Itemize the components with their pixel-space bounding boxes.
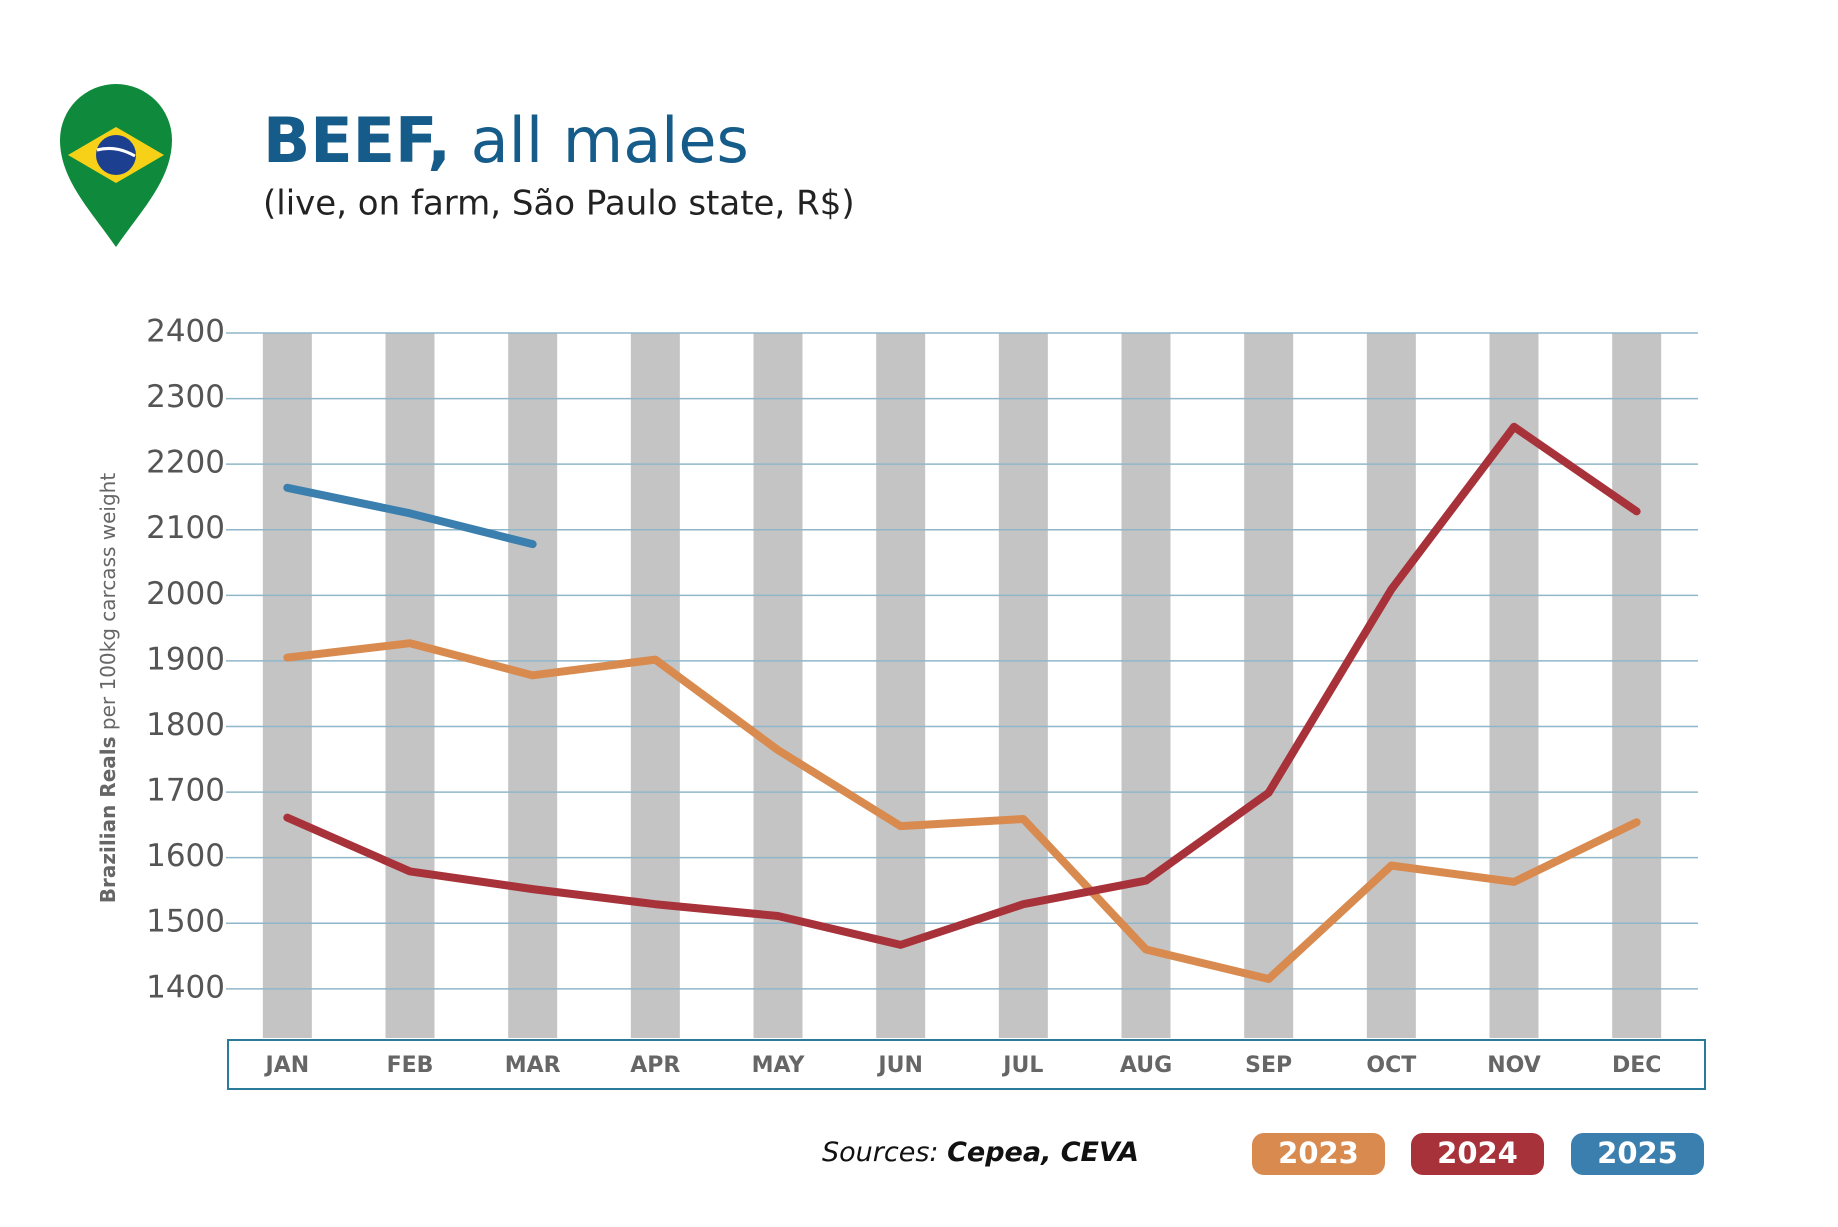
legend-item: 2023 <box>1252 1133 1385 1175</box>
column-band <box>1612 333 1662 1038</box>
legend-label: 2024 <box>1437 1136 1518 1170</box>
legend-swatch <box>1411 1133 1544 1175</box>
x-tick-label: JAN <box>264 1053 310 1078</box>
legend-item: 2025 <box>1571 1133 1704 1175</box>
x-tick-label: OCT <box>1366 1053 1416 1078</box>
column-band <box>876 333 926 1038</box>
column-band <box>1121 333 1171 1038</box>
y-label-rest: per 100kg carcass weight <box>96 473 120 730</box>
legend-label: 2023 <box>1278 1136 1359 1170</box>
column-band <box>630 333 680 1038</box>
y-axis-label: Brazilian Reals per 100kg carcass weight <box>96 473 120 904</box>
column-band <box>508 333 558 1038</box>
column-band <box>385 333 435 1038</box>
column-band <box>753 333 803 1038</box>
x-tick-label: NOV <box>1487 1053 1541 1078</box>
x-tick-label: JUL <box>1001 1053 1043 1078</box>
subtitle: (live, on farm, São Paulo state, R$) <box>263 184 855 224</box>
x-tick-label: SEP <box>1245 1053 1292 1078</box>
sources-label: Sources: <box>822 1137 939 1168</box>
y-tick-label: 1600 <box>146 838 225 874</box>
column-band <box>1244 333 1294 1038</box>
series-line <box>283 483 537 549</box>
legend-swatch <box>1252 1133 1385 1175</box>
column-band <box>262 333 312 1038</box>
title-rest: all males <box>471 104 749 177</box>
x-tick-label: JUN <box>876 1053 922 1078</box>
y-tick-label: 1800 <box>146 707 225 743</box>
title-bold: BEEF, <box>263 104 451 177</box>
x-tick-label: DEC <box>1612 1053 1661 1078</box>
y-tick-label: 1700 <box>146 773 225 809</box>
x-tick-label: AUG <box>1120 1053 1172 1078</box>
y-tick-label: 1500 <box>146 904 225 940</box>
sources: Sources: Cepea, CEVA <box>822 1137 1139 1168</box>
y-tick-label: 2200 <box>146 445 225 481</box>
y-tick-label: 2000 <box>146 576 225 612</box>
x-tick-label: APR <box>630 1053 680 1078</box>
x-tick-label: FEB <box>387 1053 434 1078</box>
chart-title: BEEF, all males <box>263 104 749 177</box>
series-line <box>283 639 1641 983</box>
brazil-pin <box>60 84 172 247</box>
y-tick-label: 1900 <box>146 641 225 677</box>
legend-item: 2024 <box>1411 1133 1544 1175</box>
y-tick-label: 1400 <box>146 969 225 1005</box>
month-box <box>227 1039 1706 1090</box>
x-tick-label: MAY <box>752 1053 806 1078</box>
column-band <box>998 333 1048 1038</box>
y-tick-label: 2400 <box>146 314 225 350</box>
x-tick-label: MAR <box>505 1053 561 1078</box>
sources-names: Cepea, CEVA <box>947 1137 1139 1168</box>
column-band <box>1366 333 1416 1038</box>
legend-label: 2025 <box>1597 1136 1678 1170</box>
y-label-bold: Brazilian Reals <box>96 736 120 903</box>
legend-swatch <box>1571 1133 1704 1175</box>
y-tick-label: 2100 <box>146 510 225 546</box>
y-tick-label: 2300 <box>146 379 225 415</box>
series-line <box>283 422 1641 949</box>
